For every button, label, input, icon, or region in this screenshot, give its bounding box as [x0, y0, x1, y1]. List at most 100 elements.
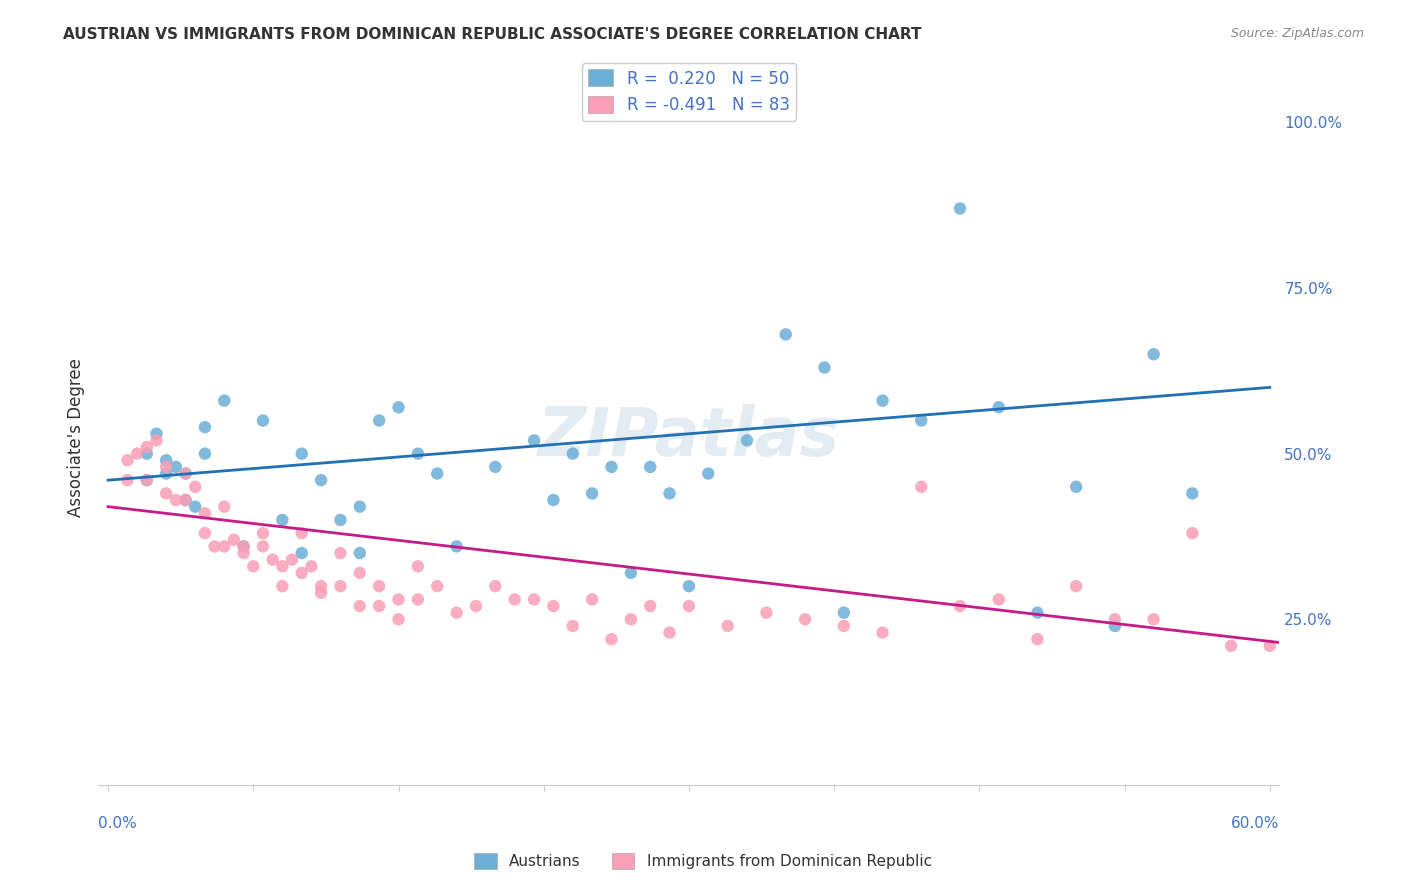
Point	[155, 467, 177, 481]
Point	[117, 453, 139, 467]
Point	[775, 327, 797, 342]
Point	[252, 526, 274, 541]
Point	[232, 540, 254, 554]
Point	[1064, 480, 1087, 494]
Point	[1375, 639, 1398, 653]
Point	[252, 413, 274, 427]
Point	[204, 540, 226, 554]
Point	[214, 540, 236, 554]
Point	[1142, 612, 1164, 626]
Point	[117, 473, 139, 487]
Point	[329, 579, 352, 593]
Point	[299, 559, 322, 574]
Point	[1220, 639, 1243, 653]
Point	[638, 459, 661, 474]
Point	[717, 619, 740, 633]
Point	[135, 473, 157, 487]
Point	[794, 612, 817, 626]
Point	[543, 493, 565, 508]
Point	[174, 467, 197, 481]
Point	[987, 401, 1010, 415]
Point	[523, 434, 546, 448]
Point	[194, 526, 217, 541]
Point	[446, 606, 468, 620]
Point	[832, 619, 855, 633]
Point	[484, 459, 506, 474]
Point	[329, 546, 352, 560]
Legend: R =  0.220   N = 50, R = -0.491   N = 83: R = 0.220 N = 50, R = -0.491 N = 83	[582, 62, 796, 120]
Point	[1181, 526, 1204, 541]
Text: 0.0%: 0.0%	[98, 816, 138, 831]
Point	[446, 540, 468, 554]
Point	[543, 599, 565, 613]
Point	[291, 546, 314, 560]
Point	[165, 459, 187, 474]
Point	[232, 540, 254, 554]
Legend: Austrians, Immigrants from Dominican Republic: Austrians, Immigrants from Dominican Rep…	[468, 847, 938, 875]
Point	[1026, 632, 1049, 647]
Point	[194, 447, 217, 461]
Point	[222, 533, 245, 547]
Point	[465, 599, 488, 613]
Point	[426, 467, 449, 481]
Point	[503, 592, 526, 607]
Point	[406, 447, 429, 461]
Point	[1258, 639, 1281, 653]
Point	[910, 413, 932, 427]
Y-axis label: Associate's Degree: Associate's Degree	[66, 358, 84, 516]
Point	[291, 566, 314, 580]
Point	[1104, 612, 1126, 626]
Point	[291, 447, 314, 461]
Point	[832, 606, 855, 620]
Point	[184, 480, 207, 494]
Text: 60.0%: 60.0%	[1232, 816, 1279, 831]
Text: AUSTRIAN VS IMMIGRANTS FROM DOMINICAN REPUBLIC ASSOCIATE'S DEGREE CORRELATION CH: AUSTRIAN VS IMMIGRANTS FROM DOMINICAN RE…	[63, 27, 922, 42]
Point	[678, 579, 700, 593]
Text: ZIPatlas: ZIPatlas	[538, 404, 839, 470]
Point	[1336, 619, 1358, 633]
Point	[232, 546, 254, 560]
Point	[145, 434, 167, 448]
Point	[387, 592, 409, 607]
Point	[658, 486, 681, 500]
Point	[1026, 606, 1049, 620]
Point	[271, 579, 294, 593]
Point	[1298, 632, 1320, 647]
Text: Source: ZipAtlas.com: Source: ZipAtlas.com	[1230, 27, 1364, 40]
Point	[678, 599, 700, 613]
Point	[135, 473, 157, 487]
Point	[349, 599, 371, 613]
Point	[349, 566, 371, 580]
Point	[309, 473, 332, 487]
Point	[581, 486, 603, 500]
Point	[368, 413, 391, 427]
Point	[368, 579, 391, 593]
Point	[194, 420, 217, 434]
Point	[735, 434, 758, 448]
Point	[387, 612, 409, 626]
Point	[561, 447, 583, 461]
Point	[426, 579, 449, 593]
Point	[600, 632, 623, 647]
Point	[368, 599, 391, 613]
Point	[271, 513, 294, 527]
Point	[523, 592, 546, 607]
Point	[949, 599, 972, 613]
Point	[165, 493, 187, 508]
Point	[145, 426, 167, 441]
Point	[581, 592, 603, 607]
Point	[135, 440, 157, 454]
Point	[309, 579, 332, 593]
Point	[600, 459, 623, 474]
Point	[813, 360, 835, 375]
Point	[910, 480, 932, 494]
Point	[281, 552, 304, 566]
Point	[755, 606, 778, 620]
Point	[1181, 486, 1204, 500]
Point	[697, 467, 720, 481]
Point	[406, 592, 429, 607]
Point	[1142, 347, 1164, 361]
Point	[155, 459, 177, 474]
Point	[872, 393, 894, 408]
Point	[135, 447, 157, 461]
